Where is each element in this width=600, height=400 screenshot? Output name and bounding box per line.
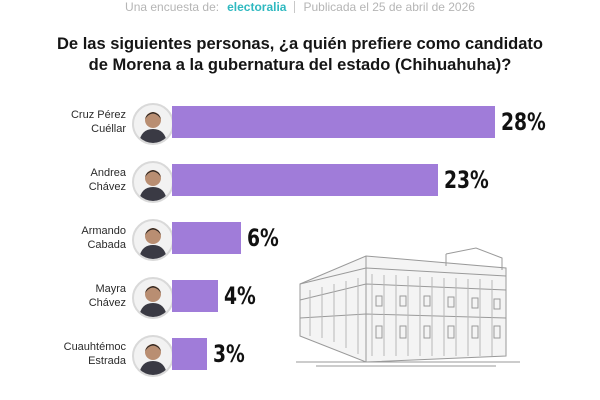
photo-body <box>139 187 167 201</box>
bar <box>172 280 219 312</box>
photo-hair <box>145 112 161 119</box>
candidate-name: Cruz Pérez Cuéllar <box>6 108 126 136</box>
brand-logo: electoralia <box>227 0 287 14</box>
photo-head <box>145 344 161 360</box>
bar-value-label: 28% <box>501 108 547 136</box>
candidate-name-line: Armando <box>81 225 126 237</box>
bar <box>172 222 242 254</box>
person-silhouette-icon <box>139 286 167 317</box>
photo-head <box>145 286 161 302</box>
bar-row: Armando Cabada 6% <box>0 218 600 264</box>
bar-value-label: 3% <box>212 340 245 368</box>
photo-hair <box>145 228 161 235</box>
photo-body <box>139 303 167 317</box>
survey-by-text: Una encuesta de: <box>125 0 220 14</box>
candidate-name-line: Cuauhtémoc <box>63 341 126 353</box>
candidate-photo <box>132 161 174 203</box>
candidate-name-line: Cabada <box>87 239 126 251</box>
published-date: Publicada el 25 de abril de 2026 <box>303 0 475 14</box>
photo-head <box>145 170 161 186</box>
photo-body <box>139 361 167 375</box>
bar-row: Andrea Chávez 23% <box>0 160 600 206</box>
person-silhouette-icon <box>139 112 167 143</box>
candidate-name: Armando Cabada <box>6 224 126 252</box>
candidate-name: Mayra Chávez <box>6 282 126 310</box>
bar <box>172 164 438 196</box>
bar-value-label: 6% <box>247 224 280 252</box>
candidate-name-line: Estrada <box>88 355 126 367</box>
person-silhouette-icon <box>139 228 167 259</box>
bar <box>172 106 496 138</box>
header-divider <box>294 1 296 13</box>
photo-head <box>145 112 161 128</box>
bar-value-label: 4% <box>224 282 256 310</box>
question-title: De las siguientes personas, ¿a quién pre… <box>0 34 600 76</box>
candidate-photo <box>132 103 174 145</box>
candidate-name-line: Mayra <box>95 283 126 295</box>
candidate-name: Andrea Chávez <box>6 166 126 194</box>
candidate-name-line: Chávez <box>88 297 126 309</box>
header-bar: Una encuesta de: electoralia Publicada e… <box>0 0 600 14</box>
photo-hair <box>145 344 161 351</box>
bar-value-label: 23% <box>443 166 489 194</box>
candidate-name-line: Andrea <box>90 167 126 179</box>
question-line-1: De las siguientes personas, ¿a quién pre… <box>57 35 543 53</box>
bar-row: Cruz Pérez Cuéllar 28% <box>0 102 600 148</box>
bar <box>172 338 207 370</box>
bar-row: Mayra Chávez 4% <box>0 276 600 322</box>
candidate-name-line: Cruz Pérez <box>70 109 126 121</box>
candidate-photo <box>132 335 174 377</box>
question-line-2: de Morena a la gubernatura del estado (C… <box>88 56 512 74</box>
candidate-photo <box>132 219 174 261</box>
person-silhouette-icon <box>139 344 167 375</box>
candidate-name: Cuauhtémoc Estrada <box>6 340 126 368</box>
photo-body <box>139 245 167 259</box>
photo-head <box>145 228 161 244</box>
photo-body <box>139 129 167 143</box>
photo-hair <box>145 286 161 293</box>
government-palace-illustration <box>296 247 520 367</box>
candidate-photo <box>132 277 174 319</box>
candidate-name-line: Chávez <box>88 181 126 193</box>
person-silhouette-icon <box>139 170 167 201</box>
bar-row: Cuauhtémoc Estrada 3% <box>0 334 600 380</box>
photo-hair <box>145 170 161 177</box>
candidate-name-line: Cuéllar <box>91 123 126 135</box>
